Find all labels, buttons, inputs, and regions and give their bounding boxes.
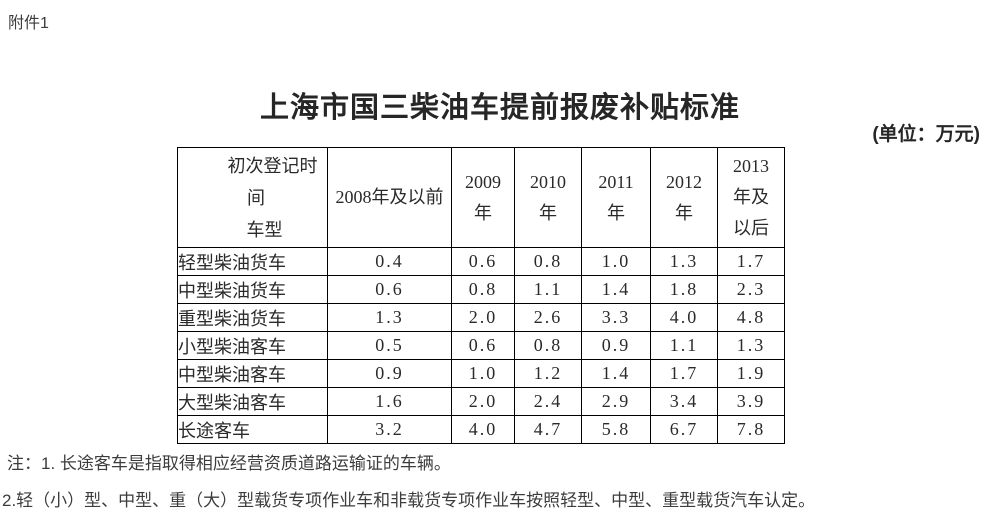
subsidy-table: 初次登记时 间 车型 2008年及以前 2009 年 2010 年 2011 [177, 147, 785, 444]
column-header-2011: 2011 年 [581, 147, 651, 248]
corner-line: 间 [247, 187, 265, 208]
subsidy-value: 1.6 [327, 387, 452, 416]
subsidy-value: 2.9 [581, 387, 651, 416]
note-1: 注：1. 长途客车是指取得相应经营资质道路运输证的车辆。 [7, 454, 451, 473]
subsidy-value: 3.2 [327, 415, 452, 444]
table-row: 重型柴油货车 1.3 2.0 2.6 3.3 4.0 4.8 [177, 303, 785, 332]
column-header-2010: 2010 年 [514, 147, 582, 248]
subsidy-value: 7.8 [717, 415, 785, 444]
subsidy-value: 0.6 [327, 275, 452, 304]
row-label: 小型柴油客车 [177, 331, 328, 360]
column-header-label: 2008年及以前 [335, 187, 444, 207]
subsidy-value: 0.6 [451, 331, 515, 360]
table-row: 轻型柴油货车 0.4 0.6 0.8 1.0 1.3 1.7 [177, 247, 785, 276]
subsidy-value: 0.6 [451, 247, 515, 276]
subsidy-value: 1.7 [650, 359, 718, 388]
subsidy-value: 0.8 [514, 247, 582, 276]
subsidy-value: 1.9 [717, 359, 785, 388]
page-title: 上海市国三柴油车提前报废补贴标准 [259, 92, 740, 124]
subsidy-value: 1.7 [717, 247, 785, 276]
row-label: 轻型柴油货车 [177, 247, 328, 276]
column-header-2013: 2013 年及 以后 [717, 147, 785, 248]
corner-line: 初次登记时 [227, 155, 318, 176]
column-header-label: 2012 [666, 171, 702, 192]
row-label: 大型柴油客车 [177, 387, 328, 416]
subsidy-value: 3.4 [650, 387, 718, 416]
subsidy-value: 4.0 [451, 415, 515, 444]
subsidy-value: 0.8 [451, 275, 515, 304]
subsidy-value: 3.9 [717, 387, 785, 416]
subsidy-value: 1.0 [451, 359, 515, 388]
unit-label: (单位：万元) [872, 124, 980, 145]
subsidy-value: 5.8 [581, 415, 651, 444]
column-header-label: 年及 [733, 187, 769, 207]
column-header-label: 2013 [733, 156, 769, 176]
column-header-label: 年 [539, 202, 557, 223]
subsidy-value: 1.0 [581, 247, 651, 276]
column-header-label: 年 [474, 202, 492, 223]
column-header-label: 2011 [598, 171, 634, 192]
subsidy-value: 1.1 [514, 275, 582, 304]
subsidy-value: 4.7 [514, 415, 582, 444]
row-label: 中型柴油货车 [177, 275, 328, 304]
subsidy-value: 1.8 [650, 275, 718, 304]
column-header-2008: 2008年及以前 [327, 147, 452, 248]
column-header-2009: 2009 年 [451, 147, 515, 248]
subsidy-value: 0.5 [327, 331, 452, 360]
subsidy-value: 4.0 [650, 303, 718, 332]
subsidy-value: 2.3 [717, 275, 785, 304]
subsidy-value: 2.6 [514, 303, 582, 332]
subsidy-value: 1.3 [650, 247, 718, 276]
subsidy-value: 0.8 [514, 331, 582, 360]
table-row: 大型柴油客车 1.6 2.0 2.4 2.9 3.4 3.9 [177, 387, 785, 416]
table-row: 小型柴油客车 0.5 0.6 0.8 0.9 1.1 1.3 [177, 331, 785, 360]
row-label: 中型柴油客车 [177, 359, 328, 388]
table-header-row: 初次登记时 间 车型 2008年及以前 2009 年 2010 年 2011 [177, 147, 785, 248]
subsidy-value: 2.4 [514, 387, 582, 416]
column-header-label: 2009 [465, 171, 501, 192]
column-header-2012: 2012 年 [650, 147, 718, 248]
subsidy-value: 0.9 [581, 331, 651, 360]
column-header-label: 以后 [733, 218, 769, 238]
subsidy-value: 2.0 [451, 303, 515, 332]
subsidy-value: 1.1 [650, 331, 718, 360]
table-row: 长途客车 3.2 4.0 4.7 5.8 6.7 7.8 [177, 415, 785, 444]
subsidy-value: 4.8 [717, 303, 785, 332]
corner-line: 车型 [246, 219, 283, 240]
column-header-label: 2010 [530, 171, 566, 192]
table-row: 中型柴油货车 0.6 0.8 1.1 1.4 1.8 2.3 [177, 275, 785, 304]
row-label: 长途客车 [177, 415, 328, 444]
note-2: 2.轻（小）型、中型、重（大）型载货专项作业车和非载货专项作业车按照轻型、中型、… [2, 491, 816, 510]
subsidy-value: 1.4 [581, 275, 651, 304]
column-header-label: 年 [675, 202, 693, 223]
table-row: 中型柴油客车 0.9 1.0 1.2 1.4 1.7 1.9 [177, 359, 785, 388]
subsidy-value: 2.0 [451, 387, 515, 416]
subsidy-value: 0.4 [327, 247, 452, 276]
subsidy-value: 1.3 [327, 303, 452, 332]
subsidy-value: 3.3 [581, 303, 651, 332]
subsidy-value: 1.2 [514, 359, 582, 388]
row-label: 重型柴油货车 [177, 303, 328, 332]
subsidy-value: 1.4 [581, 359, 651, 388]
attachment-label: 附件1 [8, 15, 49, 32]
subsidy-value: 0.9 [327, 359, 452, 388]
corner-cell-registration-time-vehicle-type: 初次登记时 间 车型 [177, 147, 328, 248]
subsidy-value: 1.3 [717, 331, 785, 360]
subsidy-value: 6.7 [650, 415, 718, 444]
column-header-label: 年 [607, 202, 625, 223]
